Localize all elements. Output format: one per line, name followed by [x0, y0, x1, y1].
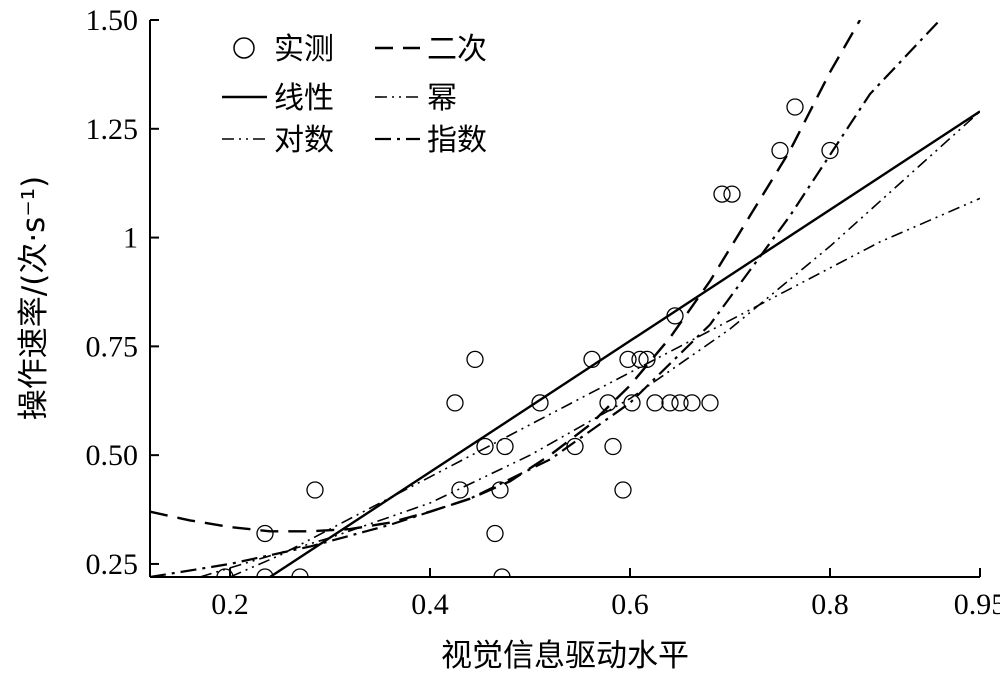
observed-point	[466, 350, 484, 369]
observed-point	[821, 141, 839, 160]
y-axis-title: 操作速率/(次·s⁻¹)	[16, 176, 52, 420]
observed-point	[496, 437, 514, 456]
axes	[149, 20, 980, 578]
observed-point	[666, 307, 684, 325]
y-tick-label: 0.25	[86, 548, 139, 581]
series-line-对数	[229, 197, 980, 577]
observed-point	[486, 524, 504, 543]
observed-point	[661, 394, 679, 412]
x-tick-label: 0.2	[211, 588, 249, 621]
observed-point	[604, 437, 622, 456]
observed-point	[713, 185, 731, 203]
x-tick-label: 0.4	[411, 588, 449, 621]
y-tick-label: 1.50	[86, 4, 139, 37]
observed-point	[786, 98, 804, 116]
observed-point	[771, 141, 789, 160]
y-tick-label: 1.25	[86, 113, 139, 146]
legend-label: 线性	[274, 81, 334, 116]
observed-point	[306, 481, 324, 499]
y-tick-label: 0.50	[86, 439, 139, 472]
observed-point	[623, 394, 641, 412]
observed-point	[476, 437, 494, 456]
series-line-指数	[150, 20, 941, 577]
x-tick-label: 0.6	[611, 588, 649, 621]
observed-point	[451, 481, 469, 499]
legend-label: 幂	[427, 81, 457, 116]
series-line-线性	[269, 110, 980, 577]
observed-point	[531, 394, 549, 412]
observed-point	[631, 350, 649, 369]
observed-point	[683, 394, 701, 412]
observed-point	[646, 394, 664, 412]
observed-point	[446, 394, 464, 412]
x-axis-title: 视觉信息驱动水平	[441, 638, 689, 674]
legend-label: 指数	[427, 123, 487, 158]
observed-point	[614, 481, 632, 499]
series-line-二次	[150, 20, 862, 533]
observed-point	[723, 185, 741, 203]
observed-point	[638, 350, 656, 369]
observed-points	[216, 98, 839, 577]
legend-label: 二次	[427, 32, 487, 67]
observed-point	[216, 568, 234, 577]
observed-point	[671, 394, 689, 412]
legend-marker-observed	[233, 37, 255, 59]
y-tick-label: 0.75	[86, 330, 139, 363]
legend-label: 对数	[274, 123, 334, 158]
observed-point	[256, 568, 274, 577]
observed-point	[291, 568, 309, 577]
series-layer	[150, 20, 980, 577]
x-tick-label: 0.95	[954, 588, 1000, 621]
observed-point	[619, 350, 637, 369]
tick-labels: 0.2 0.4 0.6 0.8 0.95 0.25 0.50 0.75 1 1.25 1.50	[86, 4, 1000, 621]
observed-point	[256, 524, 274, 543]
legend-label: 实测	[274, 32, 334, 67]
observed-point	[493, 568, 511, 577]
observed-point	[491, 481, 509, 499]
x-tick-label: 0.8	[811, 588, 849, 621]
y-tick-label: 1	[123, 222, 138, 255]
observed-point	[701, 394, 719, 412]
observed-point	[599, 394, 617, 412]
observed-point	[583, 350, 601, 369]
observed-point	[566, 437, 584, 456]
